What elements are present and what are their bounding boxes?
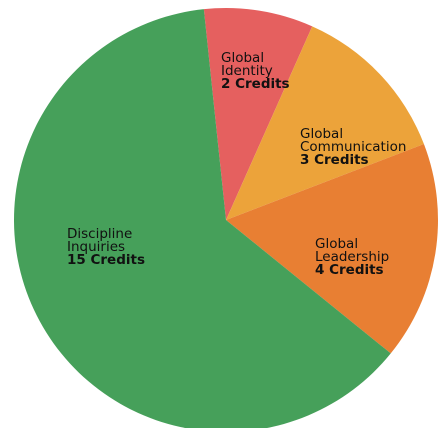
pie-slice	[203, 7, 313, 220]
pie-slice	[226, 144, 439, 354]
value-label: 4 Credits	[315, 262, 384, 278]
category-label: Global Communication	[300, 126, 407, 155]
pie-slice	[226, 26, 424, 220]
category-label: Discipline Inquiries	[67, 226, 133, 255]
category-label: Global Identity	[221, 50, 273, 79]
slice-label: Global Identity 2 Credits	[221, 50, 291, 92]
pie-slice	[14, 9, 391, 428]
value-label: 2 Credits	[221, 76, 290, 92]
value-label: 15 Credits	[67, 252, 145, 268]
value-label: 3 Credits	[300, 152, 369, 168]
slice-label: Global Communication 3 Credits	[300, 126, 420, 168]
category-label: Global Leadership	[315, 236, 390, 265]
slice-label: Discipline Inquiries 15 Credits	[67, 226, 167, 268]
slice-label: Global Leadership 4 Credits	[315, 236, 405, 278]
